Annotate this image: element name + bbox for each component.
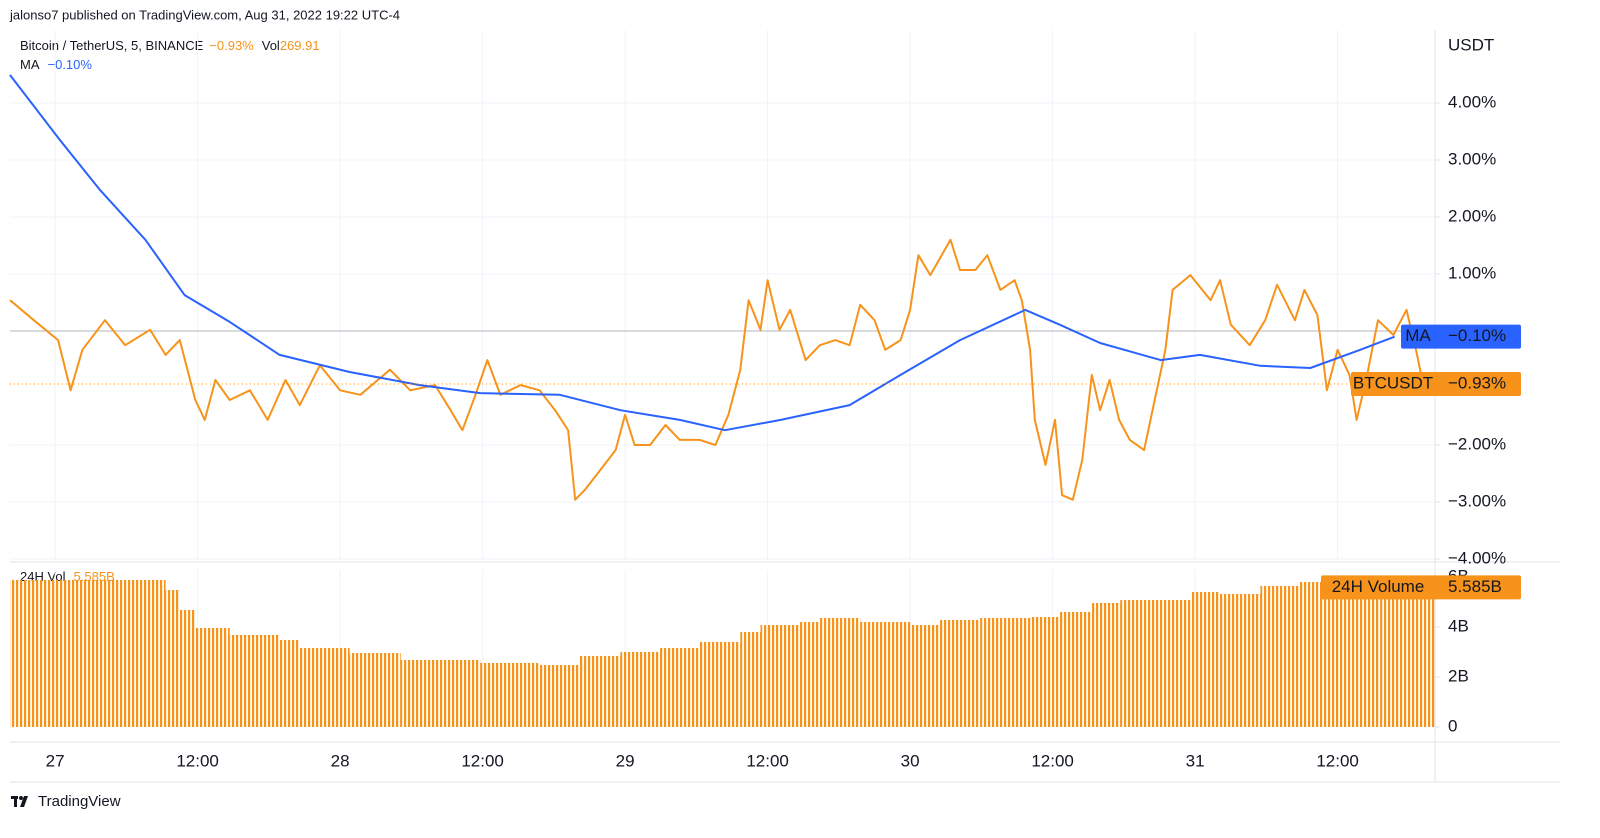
volume-bar <box>165 590 180 727</box>
volume-bar <box>539 665 560 727</box>
last-value-label: −0.10% <box>1448 326 1506 345</box>
x-tick-label: 31 <box>1186 751 1205 770</box>
volume-value: 269.91 <box>280 38 320 53</box>
volume-bar <box>195 628 230 727</box>
price-line <box>9 238 1425 501</box>
ma-value: −0.10% <box>48 57 93 72</box>
volume-bar <box>229 635 280 727</box>
volume-bar <box>1425 587 1436 727</box>
volume-bar <box>1170 600 1191 727</box>
volume-bar <box>480 663 540 727</box>
volume-bar <box>559 665 580 727</box>
ma-name: MA <box>20 57 40 72</box>
last-value-box <box>1401 324 1521 349</box>
volume-bar <box>760 625 800 727</box>
y-tick-label: 4.00% <box>1448 92 1496 111</box>
x-tick-label: 29 <box>616 751 635 770</box>
volume-bar <box>150 580 166 727</box>
y-tick-label: −3.00% <box>1448 491 1506 510</box>
volume-bar <box>620 652 660 727</box>
volume-bar <box>980 618 1031 727</box>
x-tick-label: 12:00 <box>176 751 219 770</box>
volume-bar <box>1380 580 1426 727</box>
x-tick-label: 28 <box>331 751 350 770</box>
price-line <box>9 74 1395 432</box>
volume-bar <box>400 660 451 727</box>
volume-bar <box>1220 594 1261 727</box>
last-value-box <box>1351 371 1521 396</box>
legend-ma: MA −0.10% <box>20 57 92 72</box>
volume-bar <box>349 653 401 727</box>
last-value-label: −0.93% <box>1448 373 1506 392</box>
logo-part <box>19 796 23 800</box>
x-tick-label: 12:00 <box>746 751 789 770</box>
logo-part <box>14 796 17 807</box>
y-tick-label: −2.00% <box>1448 434 1506 453</box>
volume-bar <box>860 622 911 727</box>
x-tick-label: 27 <box>46 751 65 770</box>
volume-bar <box>740 632 761 727</box>
volume-bar <box>1030 617 1060 727</box>
logo-part <box>20 796 28 807</box>
volume-bar <box>1330 580 1381 727</box>
y-unit: USDT <box>1448 35 1494 54</box>
volume-bar <box>910 625 940 727</box>
volume-bar <box>799 622 820 727</box>
y-tick-label: 2B <box>1448 666 1469 685</box>
x-tick-label: 12:00 <box>1031 751 1074 770</box>
volume-label: Vol <box>262 38 280 53</box>
last-value-name: BTCUSDT <box>1353 373 1433 392</box>
volume-bar <box>179 610 196 727</box>
change: −0.93% <box>209 38 254 53</box>
volume-bar <box>1059 612 1091 727</box>
x-tick-label: 12:00 <box>1316 751 1359 770</box>
volume-bar <box>699 642 741 727</box>
y-tick-label: −4.00% <box>1448 548 1506 567</box>
last-value-label: 5.585B <box>1448 577 1502 596</box>
legend-main: Bitcoin / TetherUS, 5, BINANCE −0.93% Vol2… <box>20 38 320 53</box>
symbol-title: Bitcoin / TetherUS, 5, BINANCE <box>20 38 204 53</box>
y-tick-label: 4B <box>1448 616 1469 635</box>
y-tick-label: 3.00% <box>1448 149 1496 168</box>
volume-bar <box>1190 592 1221 727</box>
volume-bar <box>10 580 151 727</box>
volume-bar <box>279 640 300 727</box>
last-value-name: MA <box>1405 326 1431 345</box>
header: jalonso7 published on TradingView.com, A… <box>9 7 400 22</box>
x-tick-label: 12:00 <box>461 751 504 770</box>
y-tick-label: 2.00% <box>1448 206 1496 225</box>
footer-brand: TradingView <box>38 793 121 810</box>
volume-bar <box>580 656 621 727</box>
volume-bar <box>1090 603 1121 727</box>
y-tick-label: 0 <box>1448 716 1457 735</box>
volume-bar <box>819 618 861 727</box>
logo <box>11 796 28 807</box>
volume-bar <box>1120 600 1171 727</box>
volume-bar <box>299 648 350 727</box>
last-value-box <box>1321 575 1521 600</box>
volume-bar <box>659 648 700 727</box>
volume-bar <box>1299 582 1331 727</box>
x-tick-label: 30 <box>901 751 920 770</box>
y-tick-label: 1.00% <box>1448 263 1496 282</box>
volume-bar <box>450 660 481 727</box>
volume-bar <box>1260 586 1300 727</box>
last-value-name: 24H Volume <box>1332 577 1425 596</box>
volume-bar <box>939 620 981 727</box>
